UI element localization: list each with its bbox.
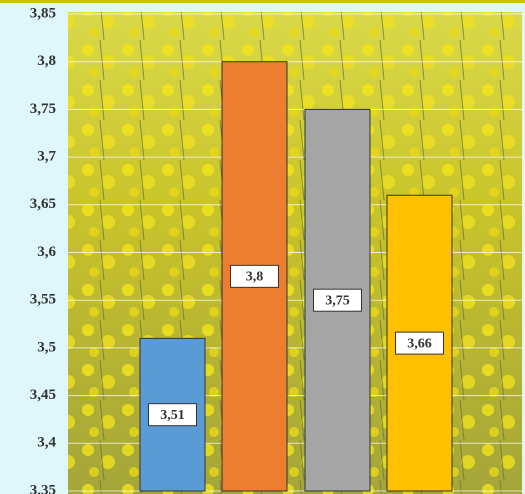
- y-tick-label: 3,5: [37, 339, 56, 355]
- y-tick-label: 3,4: [37, 435, 56, 451]
- y-tick-label: 3,7: [37, 149, 56, 165]
- y-tick-label: 3,85: [30, 5, 56, 21]
- top-border: [0, 0, 525, 3]
- value-label-box: [230, 264, 279, 288]
- y-tick-label: 3,45: [30, 387, 56, 403]
- y-tick-label: 3,35: [30, 482, 56, 494]
- value-label: 3,66: [407, 336, 432, 351]
- value-label-box: [313, 288, 362, 312]
- value-label: 3,75: [325, 293, 350, 308]
- y-tick-label: 3,65: [30, 196, 56, 212]
- value-label-box: [395, 331, 444, 355]
- y-tick-label: 3,8: [37, 53, 56, 69]
- value-label: 3,8: [246, 270, 264, 285]
- value-label-box: [148, 403, 197, 427]
- y-tick-label: 3,6: [37, 244, 56, 260]
- y-tick-label: 3,55: [30, 292, 56, 308]
- y-tick-label: 3,75: [30, 101, 56, 117]
- value-label: 3,51: [160, 408, 185, 423]
